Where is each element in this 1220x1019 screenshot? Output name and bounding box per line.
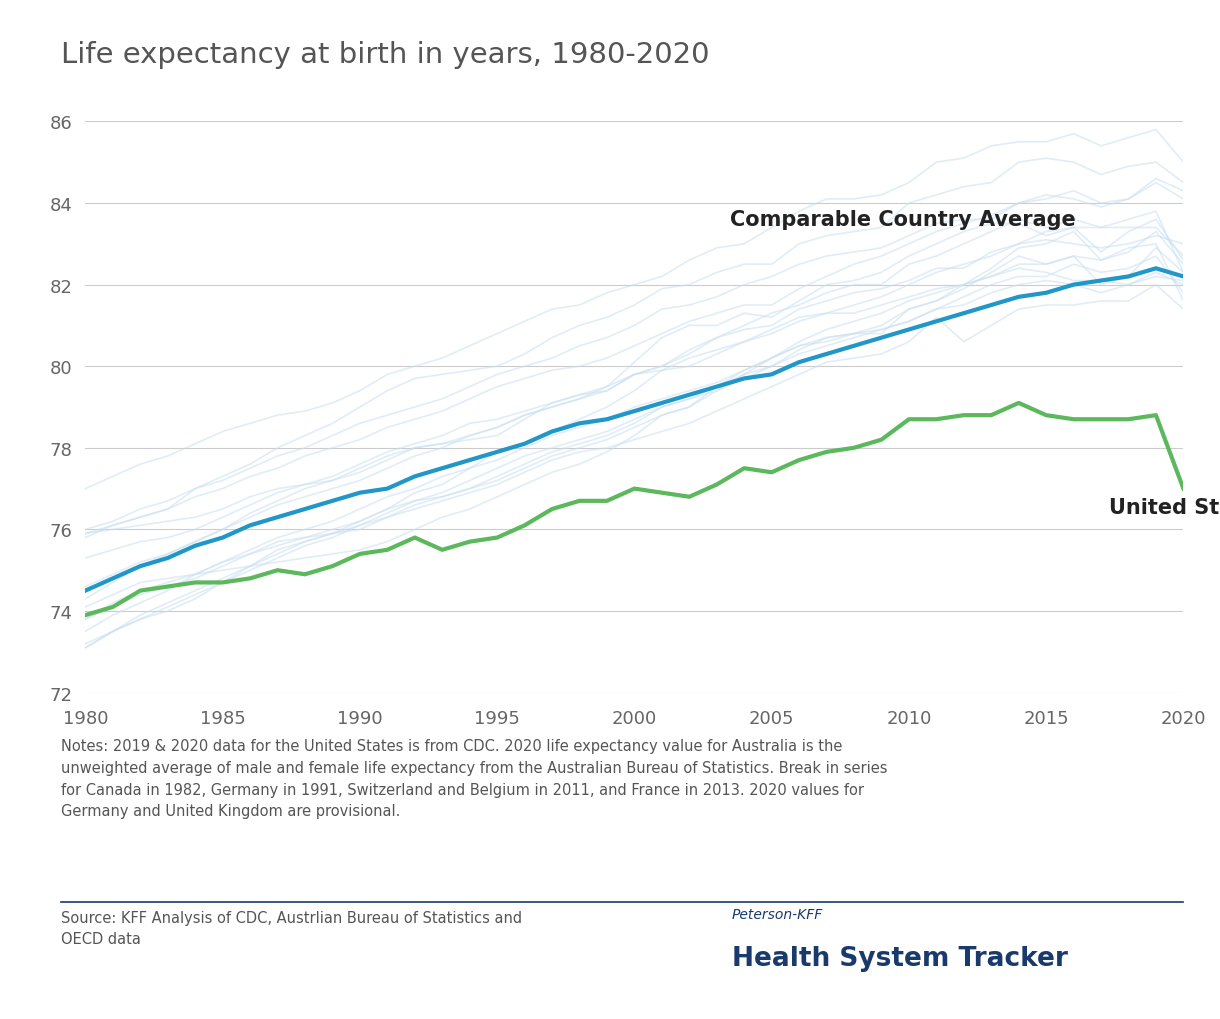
Text: Source: KFF Analysis of CDC, Austrlian Bureau of Statistics and
OECD data: Source: KFF Analysis of CDC, Austrlian B… — [61, 910, 522, 947]
Text: Life expectancy at birth in years, 1980-2020: Life expectancy at birth in years, 1980-… — [61, 41, 710, 68]
Text: United States: United States — [1109, 497, 1220, 518]
Text: Comparable Country Average: Comparable Country Average — [731, 210, 1076, 230]
Text: Health System Tracker: Health System Tracker — [732, 945, 1068, 970]
Text: Peterson-KFF: Peterson-KFF — [732, 907, 824, 921]
Text: Notes: 2019 & 2020 data for the United States is from CDC. 2020 life expectancy : Notes: 2019 & 2020 data for the United S… — [61, 739, 887, 818]
